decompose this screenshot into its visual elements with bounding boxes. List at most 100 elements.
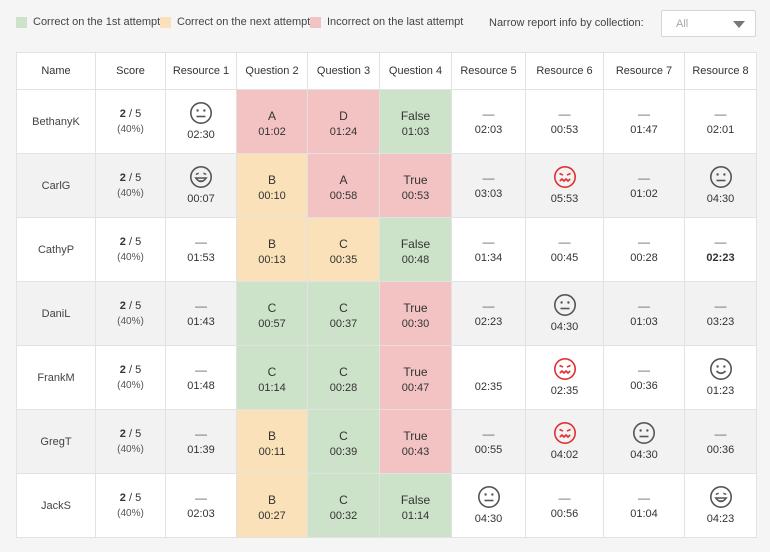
resource-cell[interactable]: 00:07 <box>165 153 237 218</box>
answer-value: B <box>267 236 276 251</box>
column-header[interactable]: Resource 6 <box>525 52 604 90</box>
resource-cell[interactable]: — 02:03 <box>451 89 526 154</box>
resource-cell[interactable]: — 00:28 <box>603 217 685 282</box>
resource-cell[interactable]: 04:30 <box>684 153 757 218</box>
time-spent: 00:37 <box>329 317 358 330</box>
resource-cell[interactable]: — 00:56 <box>525 473 604 538</box>
column-header[interactable]: Question 2 <box>236 52 308 90</box>
table-row: CathyP 2 / 5 (40%) — 01:53 B 00:13 C 00:35 False 0… <box>16 217 757 282</box>
resource-cell[interactable]: — 02:23 <box>451 281 526 346</box>
resource-cell[interactable]: — 01:02 <box>603 153 685 218</box>
question-cell[interactable]: D 01:24 <box>307 89 380 154</box>
answer-value: C <box>339 364 348 379</box>
neutral-face-icon <box>190 101 212 124</box>
column-header[interactable]: Question 4 <box>379 52 452 90</box>
time-spent: 00:53 <box>550 123 579 136</box>
question-cell[interactable]: C 00:35 <box>307 217 380 282</box>
resource-cell[interactable]: 02:30 <box>165 89 237 154</box>
score-percent: (40%) <box>117 251 144 263</box>
column-header[interactable]: Resource 1 <box>165 52 237 90</box>
question-cell[interactable]: B 00:13 <box>236 217 308 282</box>
resource-cell[interactable]: — 03:23 <box>684 281 757 346</box>
question-cell[interactable]: C 00:28 <box>307 345 380 410</box>
resource-cell[interactable]: — 00:53 <box>525 89 604 154</box>
no-reaction-dash-icon: — <box>638 234 650 249</box>
question-cell[interactable]: True 00:53 <box>379 153 452 218</box>
time-spent: 00:10 <box>258 189 286 202</box>
question-cell[interactable]: False 01:14 <box>379 473 452 538</box>
resource-cell[interactable]: 01:23 <box>684 345 757 410</box>
resource-cell[interactable]: — 01:39 <box>165 409 237 474</box>
resource-cell[interactable]: 04:30 <box>525 281 604 346</box>
question-cell[interactable]: True 00:30 <box>379 281 452 346</box>
resource-cell[interactable]: — 02:23 <box>684 217 757 282</box>
resource-cell[interactable]: — 00:36 <box>684 409 757 474</box>
student-name[interactable]: CathyP <box>16 217 96 282</box>
resource-cell[interactable]: — 00:36 <box>603 345 685 410</box>
time-spent: 02:35 <box>550 384 579 397</box>
no-reaction-dash-icon: — <box>195 234 207 249</box>
time-spent: 01:23 <box>706 384 735 397</box>
column-header[interactable]: Resource 8 <box>684 52 757 90</box>
time-spent: 01:14 <box>258 381 286 394</box>
question-cell[interactable]: B 00:27 <box>236 473 308 538</box>
time-spent: 04:30 <box>550 320 579 333</box>
question-cell[interactable]: True 00:43 <box>379 409 452 474</box>
resource-cell[interactable]: 04:30 <box>451 473 526 538</box>
student-name[interactable]: GregT <box>16 409 96 474</box>
time-spent: 02:35 <box>474 380 503 393</box>
question-cell[interactable]: C 00:57 <box>236 281 308 346</box>
resource-cell[interactable]: — 01:53 <box>165 217 237 282</box>
time-spent: 00:57 <box>258 317 286 330</box>
column-header[interactable]: Resource 7 <box>603 52 685 90</box>
question-cell[interactable]: C 00:37 <box>307 281 380 346</box>
neutral-face-icon <box>633 421 655 444</box>
question-cell[interactable]: A 00:58 <box>307 153 380 218</box>
question-cell[interactable]: True 00:47 <box>379 345 452 410</box>
resource-cell[interactable]: — 00:55 <box>451 409 526 474</box>
column-header[interactable]: Name <box>16 52 96 90</box>
resource-cell[interactable]: — 01:03 <box>603 281 685 346</box>
question-cell[interactable]: False 01:03 <box>379 89 452 154</box>
resource-cell[interactable]: — 01:47 <box>603 89 685 154</box>
question-cell[interactable]: B 00:10 <box>236 153 308 218</box>
student-name[interactable]: JackS <box>16 473 96 538</box>
answer-value: C <box>339 236 348 251</box>
question-cell[interactable]: C 01:14 <box>236 345 308 410</box>
question-cell[interactable]: False 00:48 <box>379 217 452 282</box>
student-name[interactable]: CarlG <box>16 153 96 218</box>
column-header[interactable]: Score <box>95 52 166 90</box>
time-spent: 01:34 <box>474 251 503 264</box>
column-header[interactable]: Resource 5 <box>451 52 526 90</box>
question-cell[interactable]: C 00:32 <box>307 473 380 538</box>
question-cell[interactable]: C 00:39 <box>307 409 380 474</box>
resource-cell[interactable]: — 02:01 <box>684 89 757 154</box>
resource-cell[interactable]: 02:35 <box>525 345 604 410</box>
resource-cell[interactable]: 04:30 <box>603 409 685 474</box>
time-spent: 00:43 <box>401 445 430 458</box>
student-name[interactable]: FrankM <box>16 345 96 410</box>
time-spent: 02:01 <box>706 123 735 136</box>
time-spent: 00:48 <box>401 253 430 266</box>
resource-cell[interactable]: — 00:45 <box>525 217 604 282</box>
time-spent: 00:30 <box>401 317 430 330</box>
resource-cell[interactable]: — 02:03 <box>165 473 237 538</box>
resource-cell[interactable]: — 01:48 <box>165 345 237 410</box>
student-name[interactable]: DaniL <box>16 281 96 346</box>
collection-filter-select[interactable]: All <box>661 10 756 37</box>
student-name[interactable]: BethanyK <box>16 89 96 154</box>
chevron-down-icon[interactable] <box>733 21 745 28</box>
resource-cell[interactable]: 04:23 <box>684 473 757 538</box>
question-cell[interactable]: B 00:11 <box>236 409 308 474</box>
column-header[interactable]: Question 3 <box>307 52 380 90</box>
resource-cell[interactable]: — 01:34 <box>451 217 526 282</box>
score-correct: 2 <box>119 363 126 376</box>
resource-cell[interactable]: 02:35 <box>451 345 526 410</box>
resource-cell[interactable]: — 01:43 <box>165 281 237 346</box>
resource-cell[interactable]: 05:53 <box>525 153 604 218</box>
resource-cell[interactable]: — 03:03 <box>451 153 526 218</box>
question-cell[interactable]: A 01:02 <box>236 89 308 154</box>
resource-cell[interactable]: 04:02 <box>525 409 604 474</box>
resource-cell[interactable]: — 01:04 <box>603 473 685 538</box>
